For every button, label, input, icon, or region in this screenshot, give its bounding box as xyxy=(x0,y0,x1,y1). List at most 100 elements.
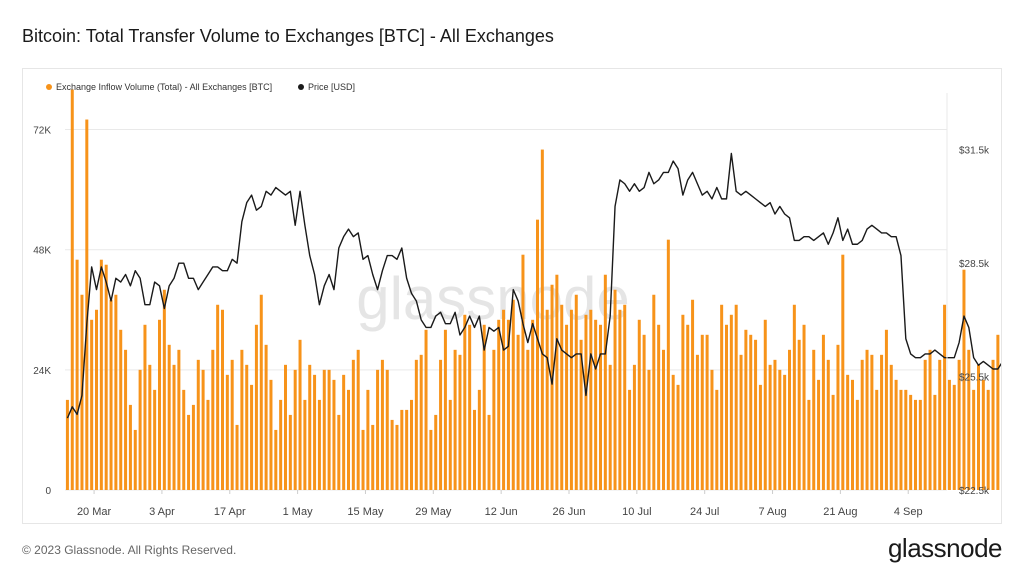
inflow-bar xyxy=(279,399,283,490)
y-right-tick-label: $28.5k xyxy=(959,259,990,270)
y-right-tick-label: $25.5k xyxy=(959,373,990,384)
inflow-bar xyxy=(468,324,472,490)
inflow-bar xyxy=(245,364,249,490)
x-tick-label: 20 Mar xyxy=(77,506,112,518)
inflow-bar xyxy=(540,149,544,490)
inflow-bar xyxy=(531,319,535,490)
inflow-bar xyxy=(826,359,830,490)
inflow-bar xyxy=(119,329,123,490)
inflow-bar xyxy=(148,364,152,490)
inflow-bar xyxy=(632,364,636,490)
legend-label-inflow: Exchange Inflow Volume (Total) - All Exc… xyxy=(56,82,272,92)
inflow-bar xyxy=(448,399,452,490)
inflow-bar xyxy=(284,364,287,490)
y-right-tick-label: $31.5k xyxy=(959,146,990,157)
price-line xyxy=(66,152,1014,419)
inflow-bar xyxy=(894,379,898,490)
x-tick-label: 10 Jul xyxy=(622,506,651,518)
x-tick-label: 1 May xyxy=(283,506,313,518)
inflow-bar xyxy=(443,329,447,490)
inflow-bar xyxy=(138,369,142,490)
inflow-bar xyxy=(376,369,380,490)
inflow-bar xyxy=(313,374,317,490)
inflow-bar xyxy=(308,364,312,490)
inflow-bar xyxy=(356,349,360,490)
inflow-bar xyxy=(928,349,932,490)
inflow-bar xyxy=(526,349,530,490)
inflow-bar xyxy=(686,324,690,490)
inflow-bar xyxy=(473,409,476,490)
inflow-bar xyxy=(225,374,229,490)
inflow-bar xyxy=(216,304,220,490)
inflow-bar xyxy=(768,364,772,490)
inflow-bar xyxy=(172,364,176,490)
inflow-bar xyxy=(952,384,956,490)
chart-axes: 0 24K 48K 72K $22.5k $25.5k $28.5k $31.5k 20 Mar… xyxy=(33,93,990,518)
inflow-bar xyxy=(502,309,506,490)
inflow-bar xyxy=(943,304,947,490)
inflow-bar xyxy=(327,369,331,490)
inflow-bar xyxy=(875,389,879,490)
inflow-bar xyxy=(574,294,578,490)
inflow-bar xyxy=(187,414,191,490)
x-tick-label: 24 Jul xyxy=(690,506,719,518)
inflow-bar xyxy=(957,359,961,490)
y-left-tick-label: 48K xyxy=(33,246,51,257)
inflow-bar xyxy=(720,304,724,490)
inflow-bar xyxy=(143,324,147,490)
inflow-bar xyxy=(749,334,753,490)
inflow-bar xyxy=(812,349,816,490)
inflow-bar xyxy=(434,414,438,490)
footer-copyright: © 2023 Glassnode. All Rights Reserved. xyxy=(22,543,237,557)
inflow-bar xyxy=(947,379,951,490)
x-tick-label: 21 Aug xyxy=(823,506,857,518)
x-tick-label: 26 Jun xyxy=(552,506,585,518)
x-tick-label: 12 Jun xyxy=(485,506,518,518)
y-left-tick-label: 0 xyxy=(45,486,51,497)
inflow-bar xyxy=(414,359,418,490)
inflow-bar xyxy=(109,299,113,490)
inflow-bar xyxy=(560,304,564,490)
inflow-bar xyxy=(565,324,569,490)
inflow-bar xyxy=(889,364,893,490)
x-tick-label: 15 May xyxy=(347,506,384,518)
inflow-bar xyxy=(652,294,656,490)
inflow-bar xyxy=(288,414,292,490)
inflow-bar xyxy=(477,389,481,490)
inflow-bar xyxy=(705,334,709,490)
inflow-bar xyxy=(860,359,864,490)
inflow-bar xyxy=(555,274,559,490)
inflow-bar xyxy=(715,389,719,490)
inflow-bar xyxy=(133,429,137,490)
inflow-bar xyxy=(817,379,821,490)
inflow-bar xyxy=(972,389,976,490)
inflow-bar xyxy=(923,359,927,490)
inflow-bar xyxy=(158,319,161,490)
inflow-bar xyxy=(986,389,990,490)
inflow-bar xyxy=(773,359,777,490)
inflow-bar xyxy=(657,324,661,490)
inflow-bar xyxy=(778,369,782,490)
inflow-bar xyxy=(153,389,157,490)
inflow-bar xyxy=(608,364,612,490)
inflow-bar xyxy=(303,399,307,490)
x-tick-label: 4 Sep xyxy=(894,506,923,518)
chart-legend: Exchange Inflow Volume (Total) - All Exc… xyxy=(46,82,355,92)
inflow-bar xyxy=(371,424,375,490)
inflow-bar xyxy=(637,319,641,490)
inflow-bar xyxy=(177,349,181,490)
inflow-bar xyxy=(317,399,321,490)
inflow-bar xyxy=(846,374,850,490)
inflow-bar xyxy=(497,319,501,490)
inflow-bar xyxy=(114,294,118,490)
inflow-bar xyxy=(628,389,632,490)
inflow-bar xyxy=(65,399,69,490)
inflow-bar xyxy=(429,429,433,490)
inflow-bar xyxy=(342,374,346,490)
inflow-bar xyxy=(511,299,515,490)
price-line-group xyxy=(66,152,1014,419)
inflow-bar xyxy=(95,309,98,490)
inflow-bar xyxy=(899,389,903,490)
x-tick-label: 17 Apr xyxy=(214,506,246,518)
chart-svg: glassnode 0 24K 48K 72K $22.5k $25.5k $28.5k $3… xyxy=(33,82,1014,518)
